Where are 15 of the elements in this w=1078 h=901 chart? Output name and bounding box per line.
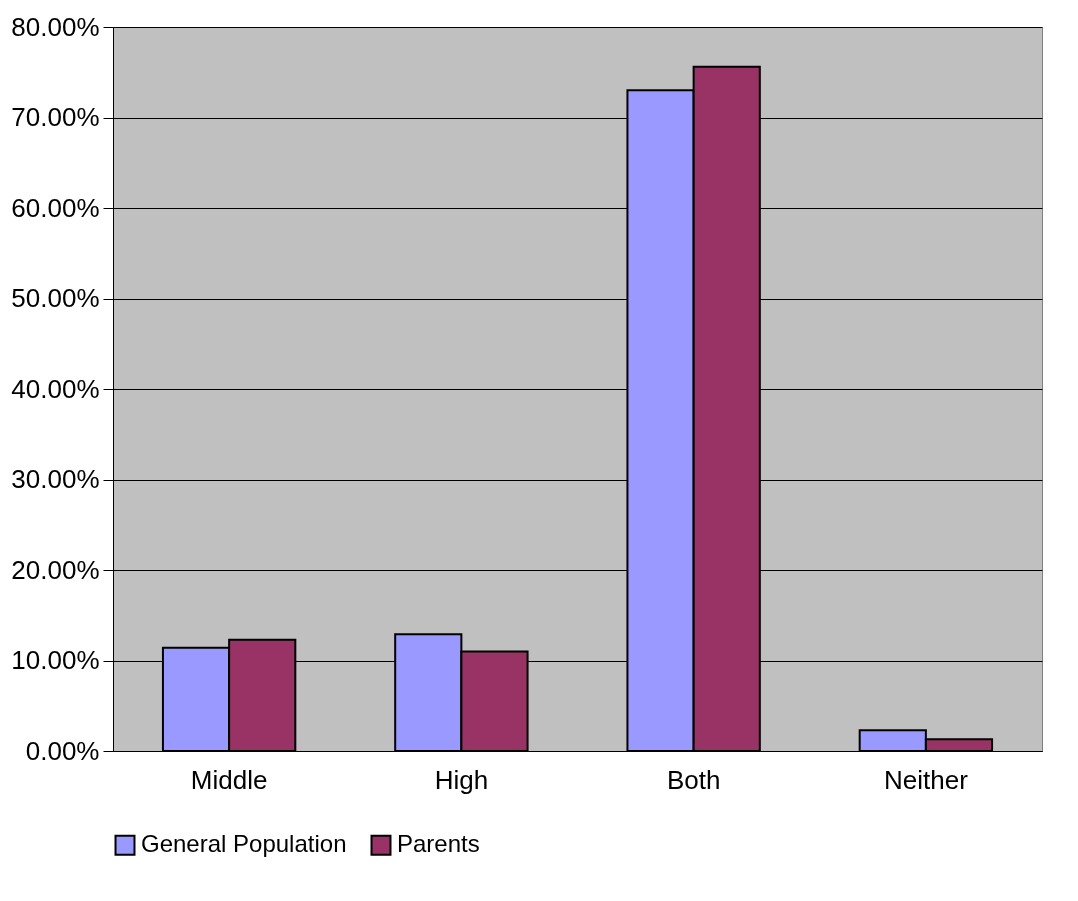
y-tick-label: 20.00% [11, 554, 100, 585]
x-tick-label: Both [666, 764, 721, 795]
legend-label: General Population [141, 830, 347, 858]
legend-label: Parents [397, 830, 480, 858]
y-tick-label: 60.00% [11, 192, 100, 223]
y-tick-label: 70.00% [11, 102, 100, 132]
y-tick-label: 0.00% [25, 735, 100, 766]
y-tick-label: 50.00% [11, 283, 100, 313]
y-tick-label: 30.00% [11, 464, 100, 494]
x-tick-label: Middle [190, 764, 268, 795]
y-tick-label: 10.00% [11, 645, 100, 675]
x-tick-label: High [434, 764, 489, 795]
x-tick-label: Neither [883, 764, 969, 795]
y-tick-label: 40.00% [11, 373, 100, 404]
y-tick-label: 80.00% [11, 11, 100, 42]
